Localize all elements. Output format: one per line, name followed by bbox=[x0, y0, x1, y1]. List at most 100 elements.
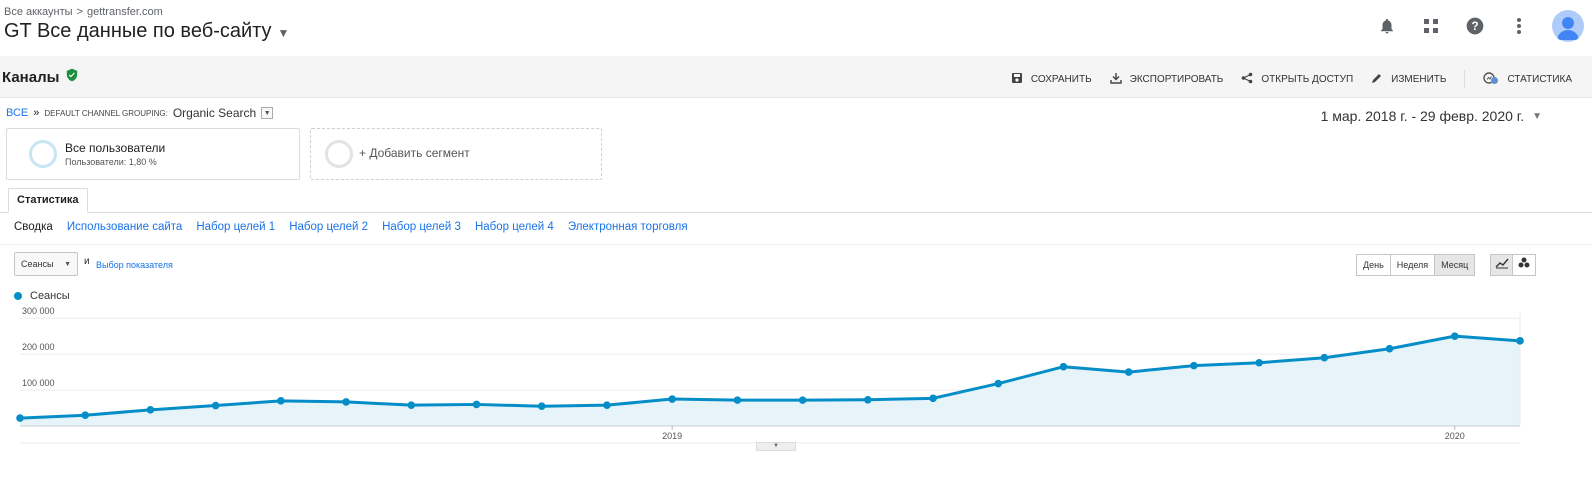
subnav-divider bbox=[0, 244, 1592, 245]
data-point bbox=[603, 401, 611, 409]
report-actions: СОХРАНИТЬ ЭКСПОРТИРОВАТЬ ОТКРЫТЬ ДОСТУП … bbox=[1011, 70, 1572, 88]
insights-icon bbox=[1483, 71, 1499, 88]
save-label: СОХРАНИТЬ bbox=[1030, 73, 1092, 85]
dimension-dropdown-button[interactable]: ▼ bbox=[261, 107, 274, 119]
data-point bbox=[1255, 358, 1263, 367]
help-icon[interactable]: ? bbox=[1464, 15, 1486, 37]
save-button[interactable]: СОХРАНИТЬ bbox=[1011, 72, 1092, 87]
segment-card-all-users[interactable]: Все пользователи Пользователи: 1,80 % bbox=[6, 128, 300, 180]
metric-select-value: Сеансы bbox=[21, 259, 54, 269]
view-title: GT Все данные по веб-сайту bbox=[4, 20, 272, 42]
dimension-name: DEFAULT CHANNEL GROUPING: bbox=[44, 108, 168, 118]
breadcrumb-separator: > bbox=[76, 6, 83, 18]
line-chart-icon bbox=[1495, 256, 1509, 274]
data-point bbox=[733, 396, 742, 404]
subnav-summary[interactable]: Сводка bbox=[14, 221, 53, 233]
segment-name: Все пользователи bbox=[65, 141, 166, 155]
avatar[interactable] bbox=[1552, 10, 1584, 42]
save-icon bbox=[1011, 72, 1023, 87]
breadcrumb-separator: » bbox=[33, 107, 40, 119]
chart-legend: Сеансы bbox=[14, 290, 70, 302]
y-tick-label: 300 000 bbox=[22, 306, 55, 316]
breadcrumb-all-accounts[interactable]: Все аккаунты bbox=[4, 6, 73, 18]
insights-label: СТАТИСТИКА bbox=[1507, 73, 1572, 85]
export-label: ЭКСПОРТИРОВАТЬ bbox=[1129, 73, 1224, 85]
granularity-week-button[interactable]: Неделя bbox=[1390, 254, 1436, 276]
shield-check-icon bbox=[65, 68, 79, 87]
report-title-text: Каналы bbox=[2, 69, 60, 86]
tab-divider bbox=[0, 212, 1592, 213]
share-icon bbox=[1241, 72, 1253, 87]
granularity-month-button[interactable]: Месяц bbox=[1435, 254, 1476, 276]
data-point bbox=[1124, 368, 1133, 376]
add-segment-button[interactable]: + Добавить сегмент bbox=[310, 128, 602, 180]
data-point bbox=[407, 401, 416, 409]
report-subnav: Сводка Использование сайта Набор целей 1… bbox=[14, 221, 688, 233]
series-line bbox=[19, 334, 1521, 420]
select-metric-link[interactable]: Выбор показателя bbox=[96, 260, 173, 270]
chart-resize-handle[interactable]: ▼ bbox=[756, 442, 796, 451]
subnav-goal-set-4[interactable]: Набор целей 4 bbox=[474, 221, 554, 233]
subnav-goal-set-3[interactable]: Набор целей 3 bbox=[382, 221, 461, 233]
segment-color-ring bbox=[29, 140, 57, 168]
data-point bbox=[277, 397, 285, 405]
data-point bbox=[146, 406, 155, 414]
granularity-day-button[interactable]: День bbox=[1356, 254, 1391, 276]
pencil-icon bbox=[1371, 72, 1383, 87]
breadcrumb-root-link[interactable]: ВСЕ bbox=[6, 107, 29, 119]
line-chart-button[interactable] bbox=[1490, 254, 1513, 276]
insights-button[interactable]: СТАТИСТИКА bbox=[1483, 71, 1572, 88]
divider bbox=[1464, 70, 1466, 88]
series-area-fill bbox=[20, 336, 1520, 426]
top-app-bar: Все аккаунты > gettransfer.com GT Все данн… bbox=[0, 0, 1592, 52]
data-point bbox=[929, 394, 937, 403]
view-selector[interactable]: GT Все данные по веб-сайту ▼ bbox=[4, 20, 289, 43]
chart-type-toggle bbox=[1490, 254, 1536, 276]
caret-down-icon: ▼ bbox=[277, 25, 290, 40]
more-vert-icon[interactable] bbox=[1508, 15, 1530, 37]
motion-chart-icon bbox=[1517, 256, 1531, 274]
tab-statistics[interactable]: Статистика bbox=[8, 188, 88, 213]
data-point bbox=[798, 396, 807, 404]
segment-placeholder-ring bbox=[325, 140, 353, 168]
subnav-goal-set-2[interactable]: Набор целей 2 bbox=[289, 221, 369, 233]
x-tick-label: 2020 bbox=[1445, 431, 1465, 441]
edit-label: ИЗМЕНИТЬ bbox=[1391, 73, 1447, 85]
legend-label: Сеансы bbox=[30, 290, 70, 302]
granularity-toggle: День Неделя Месяц bbox=[1356, 254, 1476, 276]
date-range-picker[interactable]: 1 мар. 2018 г. - 29 февр. 2020 г. ▼ bbox=[1321, 108, 1542, 124]
data-point bbox=[16, 414, 24, 422]
data-point bbox=[342, 398, 350, 406]
data-point bbox=[472, 400, 481, 409]
data-point bbox=[211, 401, 220, 410]
caret-down-icon: ▼ bbox=[1532, 110, 1542, 122]
date-range-text: 1 мар. 2018 г. - 29 февр. 2020 г. bbox=[1320, 108, 1525, 124]
subnav-ecommerce[interactable]: Электронная торговля bbox=[567, 221, 688, 233]
data-point bbox=[1516, 337, 1524, 345]
edit-button[interactable]: ИЗМЕНИТЬ bbox=[1371, 72, 1446, 87]
data-point bbox=[994, 379, 1003, 388]
breadcrumb-property[interactable]: gettransfer.com bbox=[86, 6, 163, 18]
data-point bbox=[668, 395, 676, 403]
x-tick-label: 2019 bbox=[662, 431, 682, 441]
metric-and-label: и bbox=[84, 256, 90, 267]
report-title: Каналы bbox=[2, 68, 79, 87]
subnav-goal-set-1[interactable]: Набор целей 1 bbox=[196, 221, 276, 233]
export-button[interactable]: ЭКСПОРТИРОВАТЬ bbox=[1109, 72, 1224, 87]
legend-swatch bbox=[14, 292, 22, 300]
motion-chart-button[interactable] bbox=[1513, 254, 1536, 276]
dimension-breadcrumb: ВСЕ » DEFAULT CHANNEL GROUPING: Organic … bbox=[6, 106, 274, 120]
share-button[interactable]: ОТКРЫТЬ ДОСТУП bbox=[1241, 72, 1353, 87]
bell-icon[interactable] bbox=[1376, 15, 1398, 37]
apps-grid-icon[interactable] bbox=[1420, 15, 1442, 37]
metric-select[interactable]: Сеансы ▼ bbox=[14, 252, 78, 276]
dimension-value: Organic Search bbox=[172, 106, 257, 120]
account-breadcrumb: Все аккаунты > gettransfer.com bbox=[4, 6, 163, 18]
segment-subtitle: Пользователи: 1,80 % bbox=[65, 157, 157, 167]
download-icon bbox=[1109, 72, 1122, 87]
data-point bbox=[1385, 344, 1394, 353]
data-point bbox=[1450, 332, 1459, 340]
add-segment-label: + Добавить сегмент bbox=[359, 146, 470, 160]
subnav-site-usage[interactable]: Использование сайта bbox=[66, 221, 183, 233]
y-tick-label: 100 000 bbox=[22, 378, 55, 388]
